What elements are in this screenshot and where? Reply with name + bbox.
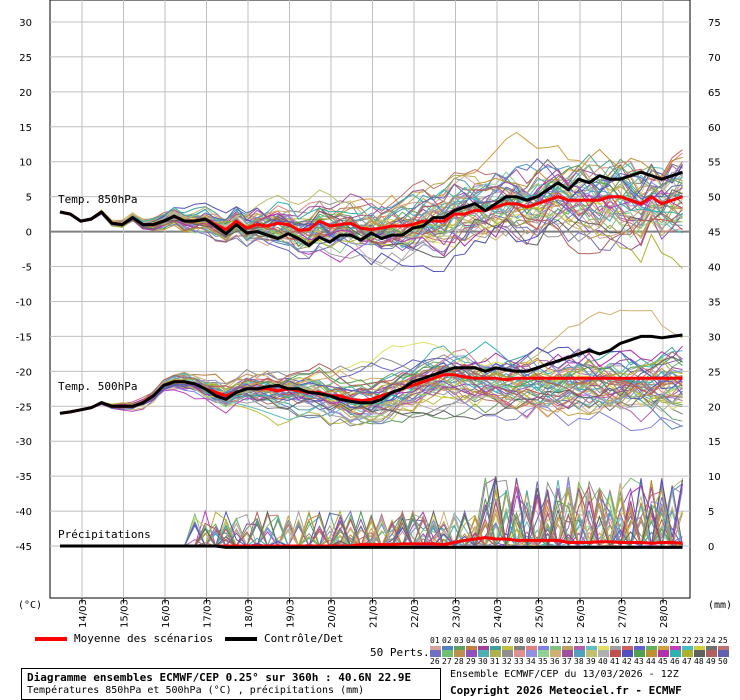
pert-line-850 [59,148,683,241]
right-tick-label: 10 [708,472,721,483]
left-tick-label: 15 [19,123,32,134]
pert-line-500 [59,359,683,414]
x-tick-label: 22/03 [410,599,421,628]
x-tick-label: 15/03 [120,599,131,628]
x-tick-label: 20/03 [327,599,338,628]
right-tick-label: 55 [708,158,721,169]
left-tick-label: 10 [19,158,32,169]
right-tick-label: 20 [708,402,721,413]
left-tick-label: -35 [16,472,32,483]
right-tick-label: 45 [708,228,721,239]
right-tick-label: 30 [708,332,721,343]
left-tick-label: 20 [19,88,32,99]
left-tick-label: -5 [22,263,32,274]
x-tick-label: 26/03 [576,599,587,628]
left-tick-label: 5 [26,193,32,204]
chart-grid [49,0,691,599]
right-tick-label: 65 [708,88,721,99]
right-tick-label: 35 [708,297,721,308]
left-tick-label: -30 [16,437,32,448]
left-tick-label: -15 [16,332,32,343]
pert-line-850 [59,158,683,247]
perturbation-lines [59,131,683,548]
left-tick-label: -25 [16,402,32,413]
right-tick-label: 25 [708,367,721,378]
x-tick-label: 28/03 [659,599,670,628]
left-tick-label: -45 [16,542,32,553]
pert-line-850 [59,199,683,255]
right-tick-label: 40 [708,263,721,274]
x-tick-label: 25/03 [535,599,546,628]
left-tick-label: -10 [16,297,32,308]
series-line-precip [60,544,683,549]
x-tick-label: 24/03 [493,599,504,628]
x-tick-label: 14/03 [78,599,89,628]
pert-line-850 [59,164,683,241]
x-tick-label: 16/03 [161,599,172,628]
left-tick-label: -40 [16,507,32,518]
x-tick-label: 18/03 [244,599,255,628]
pert-line-500 [59,309,683,414]
x-tick-label: 27/03 [618,599,629,628]
main-series-lines [59,170,683,549]
x-tick-label: 21/03 [369,599,380,628]
pert-line-850 [59,163,683,243]
x-tick-label: 23/03 [452,599,463,628]
left-tick-label: 25 [19,53,32,64]
right-tick-label: 15 [708,437,721,448]
left-tick-label: 0 [26,228,32,239]
pert-line-500 [59,378,683,420]
right-tick-label: 50 [708,193,721,204]
x-tick-label: 19/03 [286,599,297,628]
pert-line-850 [59,165,683,273]
plot-border [49,0,691,599]
right-tick-label: 5 [708,507,714,518]
pert-line-500 [59,346,683,414]
right-tick-label: 0 [708,542,714,553]
right-tick-label: 70 [708,53,721,64]
x-tick-label: 17/03 [203,599,214,628]
left-tick-label: 30 [19,18,32,29]
pert-line-500 [59,358,683,414]
pert-line-500 [59,363,683,414]
left-tick-label: -20 [16,367,32,378]
right-tick-label: 75 [708,18,721,29]
pert-line-850 [59,169,683,239]
right-tick-label: 60 [708,123,721,134]
pert-line-850 [59,179,683,272]
series-line-850 [59,170,683,248]
series-line-500 [59,333,683,415]
